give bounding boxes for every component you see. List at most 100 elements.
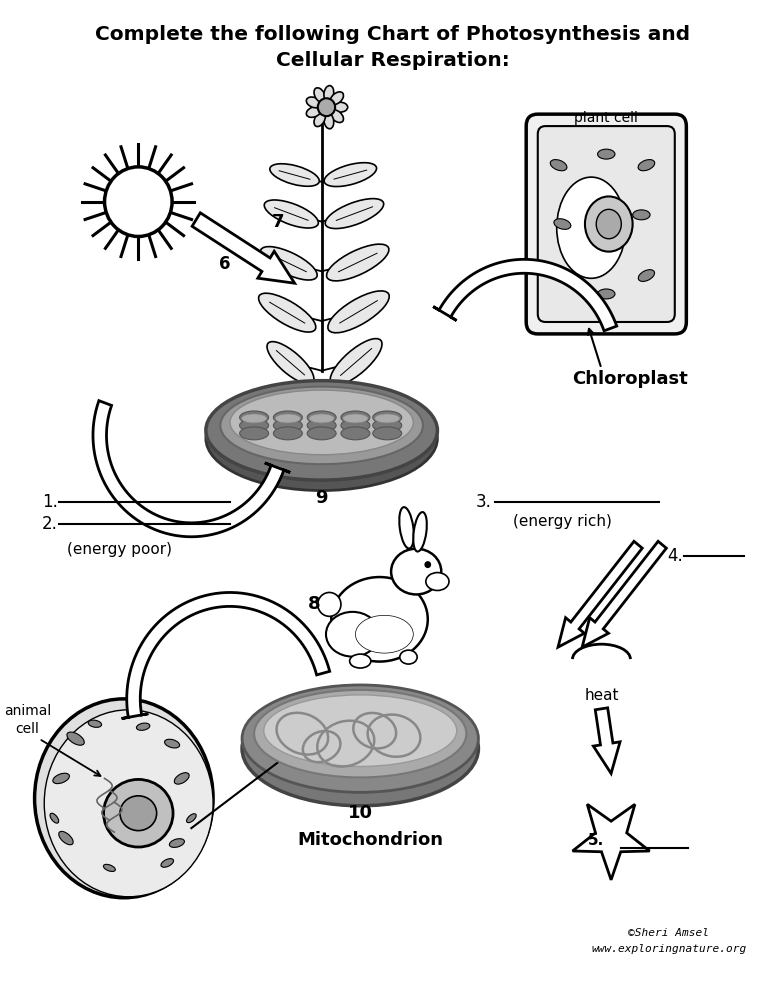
Ellipse shape xyxy=(633,210,650,220)
Ellipse shape xyxy=(242,685,478,792)
Ellipse shape xyxy=(273,426,303,439)
Text: plant cell: plant cell xyxy=(574,111,638,125)
Ellipse shape xyxy=(104,779,173,847)
Text: Cellular Respiration:: Cellular Respiration: xyxy=(276,51,510,70)
Ellipse shape xyxy=(306,97,321,107)
FancyBboxPatch shape xyxy=(538,126,675,322)
Text: 3.: 3. xyxy=(476,493,492,511)
Ellipse shape xyxy=(120,796,157,831)
Ellipse shape xyxy=(174,772,189,784)
Ellipse shape xyxy=(372,418,402,431)
Text: ©Sheri Amsel: ©Sheri Amsel xyxy=(628,927,710,937)
Ellipse shape xyxy=(307,426,336,439)
Ellipse shape xyxy=(242,414,266,422)
Ellipse shape xyxy=(45,710,213,897)
Ellipse shape xyxy=(206,381,438,480)
Ellipse shape xyxy=(341,426,370,439)
Ellipse shape xyxy=(306,106,321,117)
Ellipse shape xyxy=(372,411,402,423)
Ellipse shape xyxy=(326,612,379,657)
Ellipse shape xyxy=(372,426,402,439)
Text: 7: 7 xyxy=(272,213,284,231)
Ellipse shape xyxy=(240,411,269,423)
Circle shape xyxy=(318,98,335,116)
Polygon shape xyxy=(93,401,290,537)
Text: 6: 6 xyxy=(220,255,231,273)
Text: 1.: 1. xyxy=(41,493,58,511)
Text: 8: 8 xyxy=(308,595,320,613)
Ellipse shape xyxy=(356,615,413,653)
Ellipse shape xyxy=(314,87,326,102)
Ellipse shape xyxy=(307,418,336,431)
Polygon shape xyxy=(582,542,667,647)
Ellipse shape xyxy=(598,149,615,159)
Circle shape xyxy=(425,562,431,569)
Ellipse shape xyxy=(399,507,414,549)
Ellipse shape xyxy=(220,387,423,464)
Ellipse shape xyxy=(413,512,427,552)
Text: 10: 10 xyxy=(348,804,372,822)
Text: 4.: 4. xyxy=(667,547,683,565)
Ellipse shape xyxy=(326,245,389,281)
Ellipse shape xyxy=(314,112,326,126)
Text: 5.: 5. xyxy=(588,833,604,848)
Ellipse shape xyxy=(343,414,368,422)
Ellipse shape xyxy=(104,865,115,872)
Ellipse shape xyxy=(273,411,303,423)
Ellipse shape xyxy=(161,859,174,867)
Polygon shape xyxy=(192,213,295,283)
Ellipse shape xyxy=(58,831,73,845)
Ellipse shape xyxy=(333,102,348,112)
Ellipse shape xyxy=(67,732,84,746)
Ellipse shape xyxy=(50,813,58,823)
Ellipse shape xyxy=(391,549,442,594)
Ellipse shape xyxy=(164,740,180,747)
Ellipse shape xyxy=(557,177,626,278)
Polygon shape xyxy=(433,259,617,331)
Ellipse shape xyxy=(267,342,314,384)
Ellipse shape xyxy=(263,695,457,766)
Ellipse shape xyxy=(638,269,654,281)
Ellipse shape xyxy=(330,109,343,122)
Ellipse shape xyxy=(554,219,571,230)
Ellipse shape xyxy=(375,414,400,422)
Text: (energy poor): (energy poor) xyxy=(67,542,171,558)
Ellipse shape xyxy=(242,692,478,806)
Polygon shape xyxy=(121,592,329,719)
Ellipse shape xyxy=(551,160,567,171)
Ellipse shape xyxy=(137,723,150,731)
Ellipse shape xyxy=(240,418,269,431)
Text: Mitochondrion: Mitochondrion xyxy=(297,831,443,849)
Ellipse shape xyxy=(264,200,319,228)
Text: cell: cell xyxy=(15,722,39,736)
Ellipse shape xyxy=(275,414,300,422)
Ellipse shape xyxy=(170,839,184,848)
Ellipse shape xyxy=(425,573,449,590)
Polygon shape xyxy=(558,542,642,647)
Ellipse shape xyxy=(341,418,370,431)
FancyBboxPatch shape xyxy=(526,114,687,334)
Ellipse shape xyxy=(273,418,303,431)
Ellipse shape xyxy=(324,113,334,129)
Ellipse shape xyxy=(88,720,101,728)
Ellipse shape xyxy=(206,386,438,490)
Ellipse shape xyxy=(585,197,633,251)
Ellipse shape xyxy=(240,426,269,439)
Polygon shape xyxy=(573,804,650,880)
Polygon shape xyxy=(594,708,620,773)
Ellipse shape xyxy=(307,411,336,423)
Ellipse shape xyxy=(551,269,567,281)
Ellipse shape xyxy=(325,199,384,229)
Text: 2.: 2. xyxy=(41,515,58,533)
Ellipse shape xyxy=(270,164,319,186)
Ellipse shape xyxy=(330,91,343,104)
Ellipse shape xyxy=(598,289,615,299)
Ellipse shape xyxy=(309,414,334,422)
Text: Chloroplast: Chloroplast xyxy=(572,370,688,388)
Ellipse shape xyxy=(400,650,417,664)
Text: Complete the following Chart of Photosynthesis and: Complete the following Chart of Photosyn… xyxy=(95,25,690,44)
Ellipse shape xyxy=(330,339,382,386)
Ellipse shape xyxy=(324,163,376,187)
Ellipse shape xyxy=(341,411,370,423)
Ellipse shape xyxy=(53,773,69,783)
